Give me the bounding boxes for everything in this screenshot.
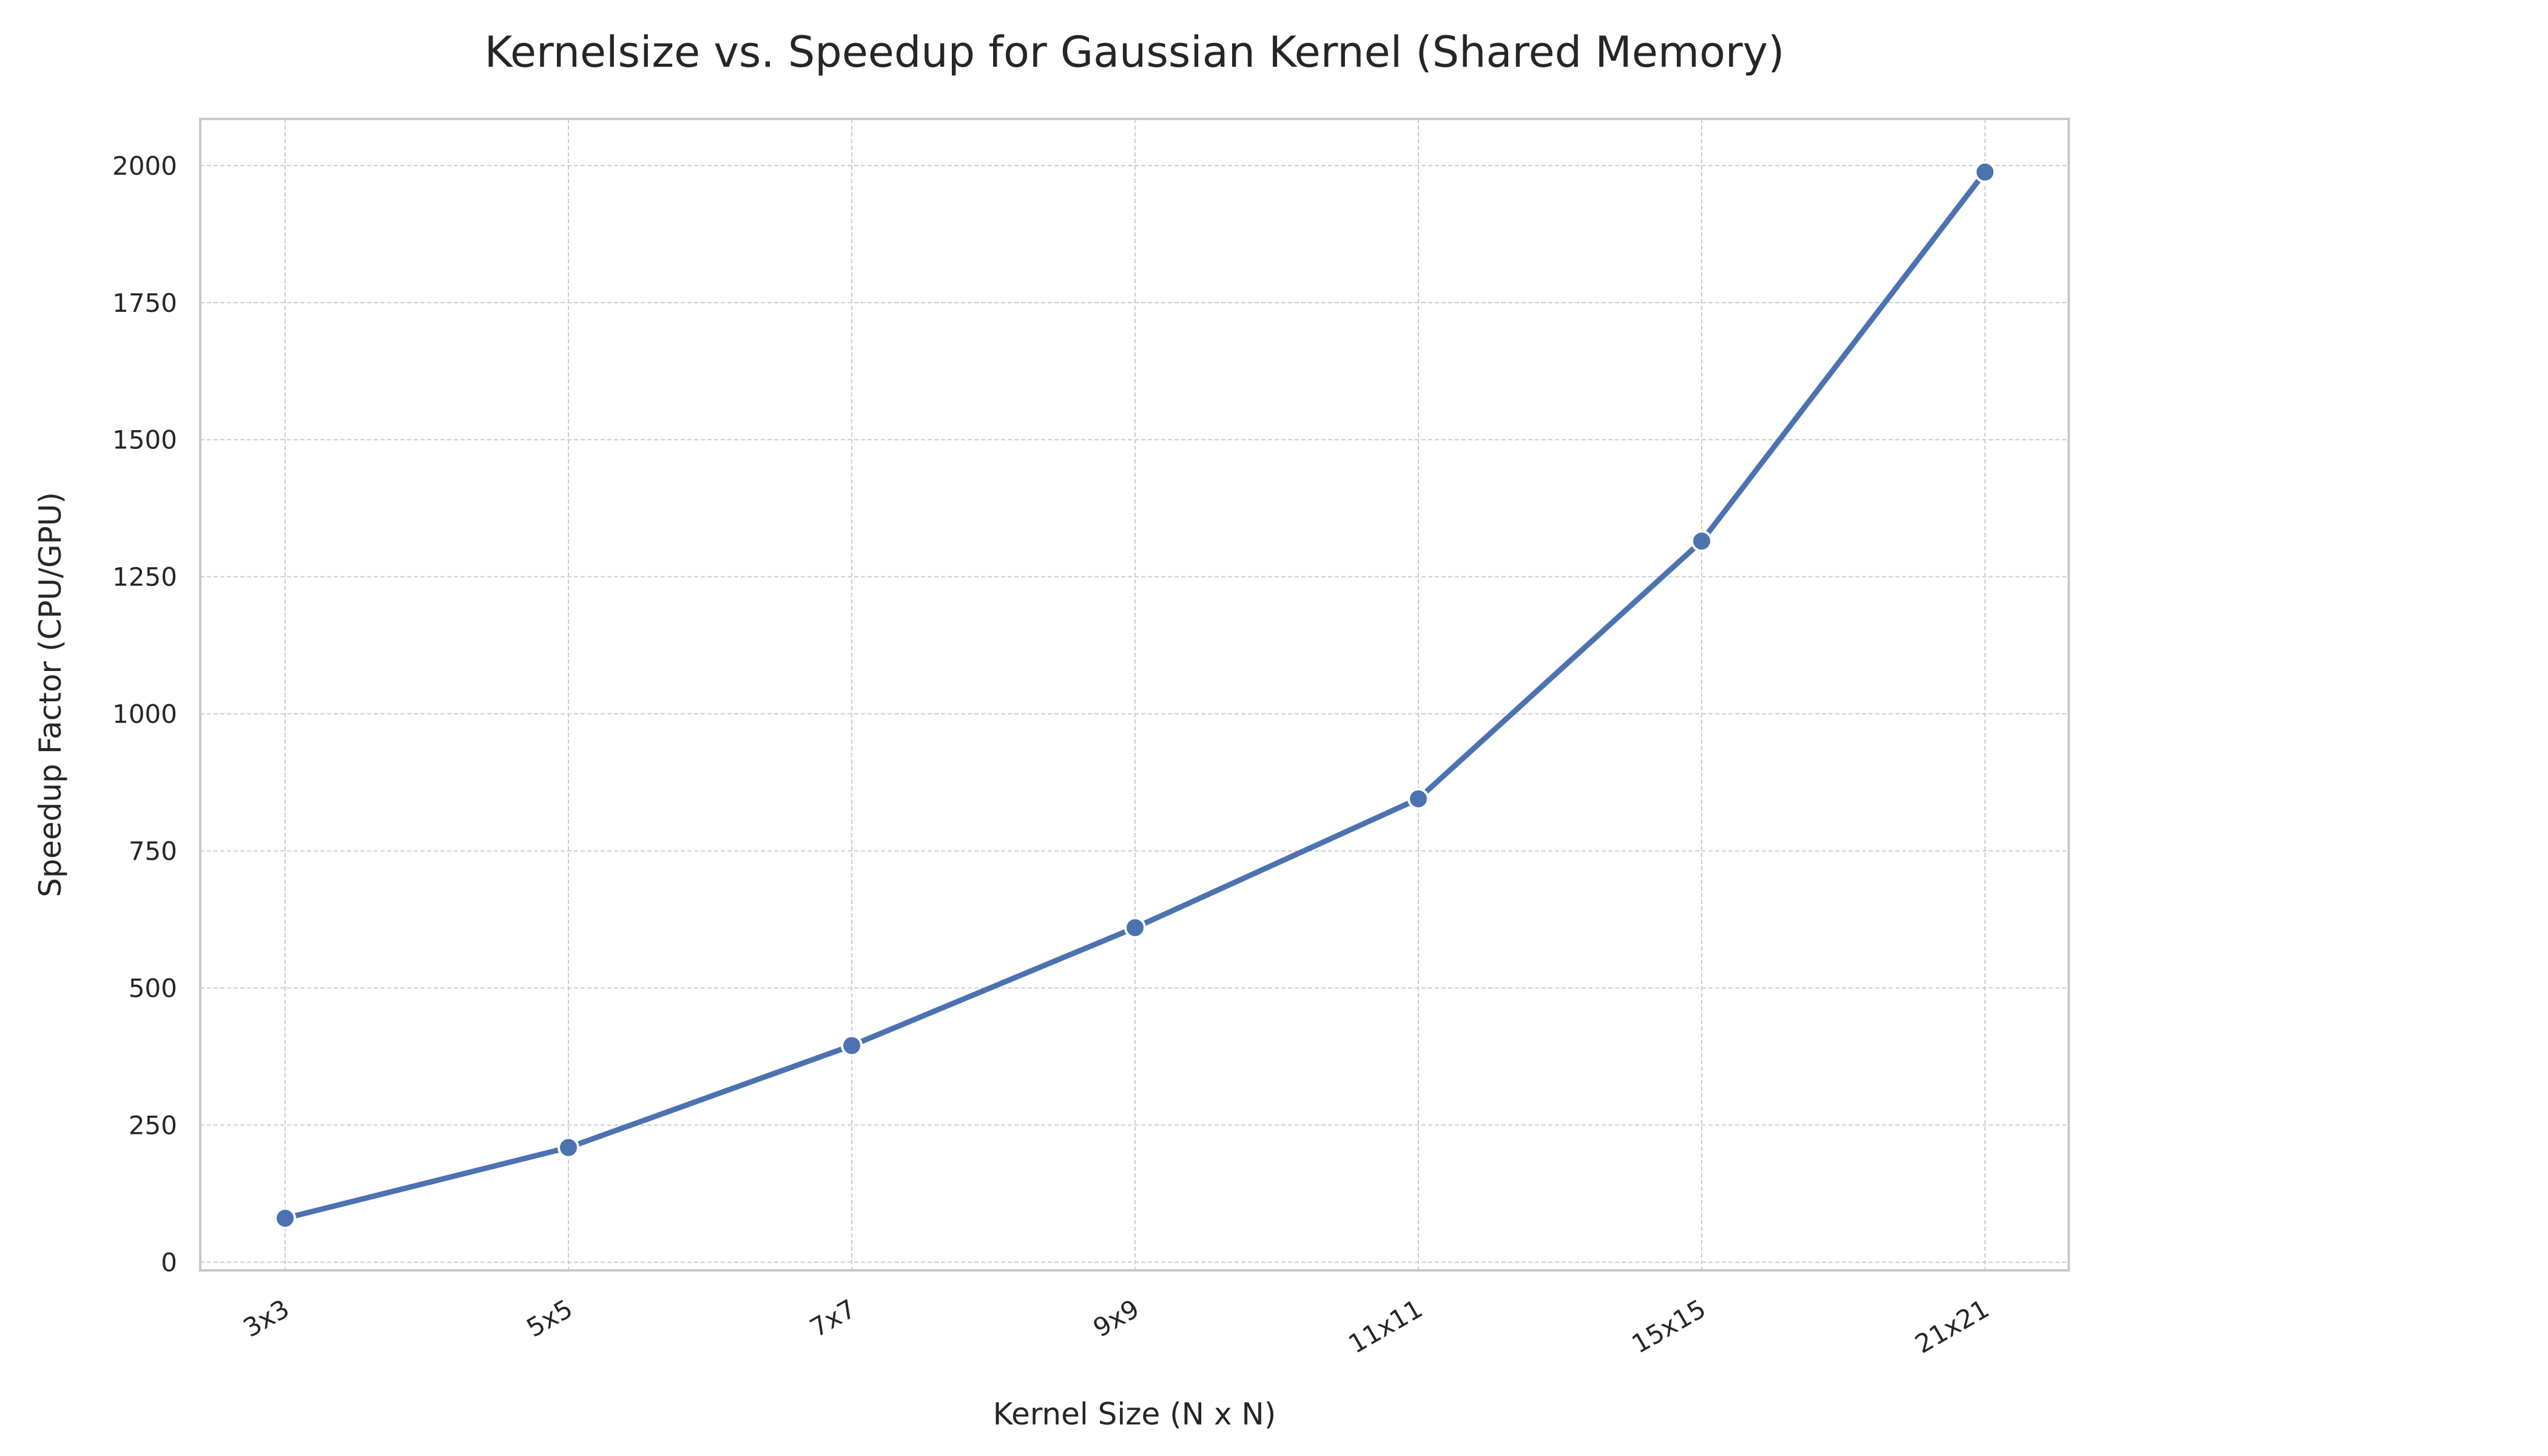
y-tick-label: 0 xyxy=(161,1247,177,1277)
data-point xyxy=(1691,530,1713,552)
data-point xyxy=(1974,161,1996,183)
y-tick-label: 1500 xyxy=(112,425,177,455)
chart-title: Kernelsize vs. Speedup for Gaussian Kern… xyxy=(485,27,1785,77)
data-point xyxy=(841,1034,863,1057)
data-point xyxy=(558,1136,579,1159)
grid xyxy=(200,119,2069,1270)
data-point xyxy=(1124,917,1146,939)
y-tick-label: 250 xyxy=(129,1110,177,1140)
y-tick-label: 1250 xyxy=(112,562,177,592)
y-tick-label: 750 xyxy=(129,837,177,866)
data-point xyxy=(274,1207,296,1230)
plot-frame xyxy=(199,118,2070,1272)
series-area xyxy=(274,161,1996,1230)
y-tick-label: 1750 xyxy=(112,288,177,318)
y-tick-label: 1000 xyxy=(112,699,177,729)
x-axis-label: Kernel Size (N x N) xyxy=(993,1397,1276,1432)
y-axis-label: Speedup Factor (CPU/GPU) xyxy=(33,492,68,897)
y-tick-label: 500 xyxy=(129,974,177,1003)
data-point xyxy=(1407,787,1429,810)
y-tick-label: 2000 xyxy=(112,151,177,181)
y-axis-ticks: 0 250 500 750 1000 1250 1500 1750 2000 xyxy=(112,151,177,1278)
